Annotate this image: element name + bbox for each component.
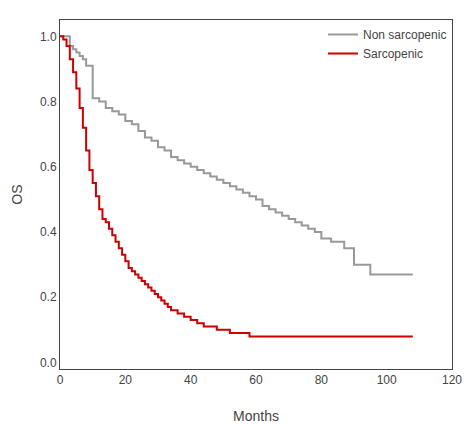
svg-text:0.0: 0.0 bbox=[40, 356, 57, 370]
svg-text:80: 80 bbox=[315, 373, 329, 387]
svg-text:0.8: 0.8 bbox=[40, 95, 57, 109]
svg-text:100: 100 bbox=[377, 373, 397, 387]
svg-text:120: 120 bbox=[442, 373, 462, 387]
svg-text:0.4: 0.4 bbox=[40, 225, 57, 239]
svg-text:Months: Months bbox=[233, 408, 279, 424]
svg-text:1.0: 1.0 bbox=[40, 30, 57, 44]
svg-text:40: 40 bbox=[184, 373, 198, 387]
svg-text:Sarcopenic: Sarcopenic bbox=[363, 47, 423, 61]
svg-text:0: 0 bbox=[57, 373, 64, 387]
svg-text:Non sarcopenic: Non sarcopenic bbox=[363, 28, 446, 42]
svg-text:OS: OS bbox=[9, 184, 25, 204]
svg-text:20: 20 bbox=[119, 373, 133, 387]
svg-text:0.2: 0.2 bbox=[40, 290, 57, 304]
svg-text:60: 60 bbox=[249, 373, 263, 387]
svg-text:0.6: 0.6 bbox=[40, 160, 57, 174]
